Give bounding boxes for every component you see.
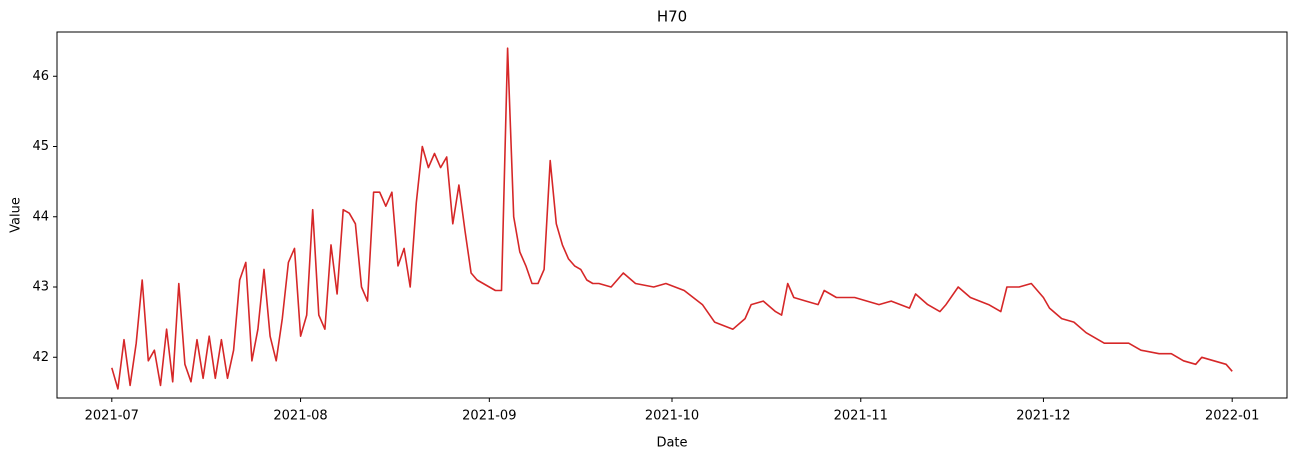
- y-tick-label: 42: [32, 350, 49, 365]
- x-tick-label: 2021-09: [462, 409, 516, 424]
- data-line: [111, 47, 1233, 390]
- plot-frame: [56, 31, 1288, 399]
- chart-title: H70: [657, 8, 687, 26]
- x-tick-label: 2022-01: [1205, 409, 1259, 424]
- x-tick-label: 2021-11: [834, 409, 888, 424]
- x-tick-label: 2021-07: [85, 409, 139, 424]
- x-tick-label: 2021-10: [645, 409, 699, 424]
- y-tick-label: 46: [32, 69, 49, 84]
- x-tick-label: 2021-08: [273, 409, 327, 424]
- x-tick-label: 2021-12: [1016, 409, 1070, 424]
- x-axis-label: Date: [656, 436, 687, 451]
- y-tick-label: 43: [32, 280, 49, 295]
- y-tick-label: 45: [32, 139, 49, 154]
- y-axis-label: Value: [9, 197, 24, 233]
- y-tick-label: 44: [32, 209, 49, 224]
